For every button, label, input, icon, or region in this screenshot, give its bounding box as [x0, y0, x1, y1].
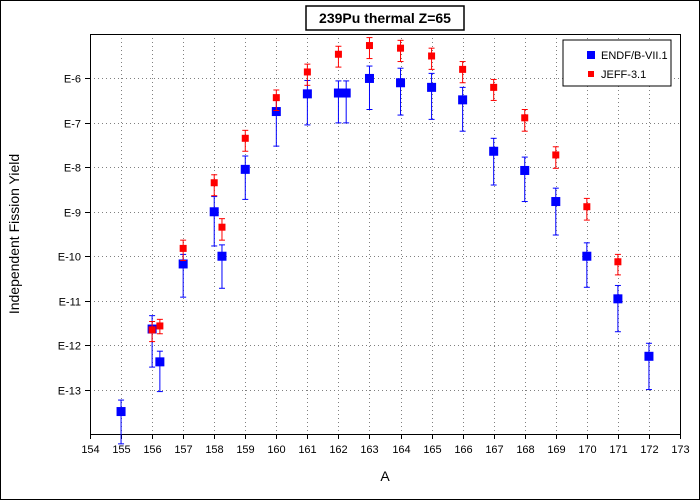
x-tick-label: 170	[578, 444, 596, 456]
legend-label-endf: ENDF/B-VII.1	[601, 50, 668, 62]
data-point	[428, 52, 436, 60]
x-tick-label: 173	[671, 444, 689, 456]
x-tick-label: 161	[298, 444, 316, 456]
x-tick-label: 155	[112, 444, 130, 456]
x-tick-label: 169	[547, 444, 565, 456]
data-point	[490, 83, 498, 91]
data-point	[396, 78, 406, 88]
y-tick-label: E-13	[58, 386, 81, 398]
data-point	[364, 73, 374, 83]
y-tick-label: E-7	[64, 119, 81, 131]
plot-area-border	[90, 34, 681, 435]
data-point	[217, 251, 227, 261]
data-point	[551, 197, 561, 207]
legend-box	[562, 39, 672, 87]
x-tick-label: 160	[267, 444, 285, 456]
data-point	[209, 207, 219, 217]
y-tick-label: E-9	[64, 208, 81, 220]
legend: ENDF/B-VII.1 JEFF-3.1	[562, 39, 672, 87]
data-point	[303, 68, 311, 76]
legend-marker-endf	[587, 51, 595, 59]
x-tick-label: 162	[329, 444, 347, 456]
x-tick-label: 167	[485, 444, 503, 456]
series-jeff	[148, 37, 622, 343]
data-point	[156, 322, 164, 330]
y-tick-label: E-10	[58, 252, 81, 264]
legend-label-jeff: JEFF-3.1	[601, 69, 646, 81]
data-series	[116, 37, 654, 445]
grid	[90, 34, 680, 434]
data-point	[552, 151, 560, 159]
x-tick-label: 158	[205, 444, 223, 456]
data-point	[116, 407, 126, 417]
data-point	[333, 88, 343, 98]
data-point	[302, 89, 312, 99]
chart-title-text: 239Pu thermal Z=65	[319, 10, 451, 26]
x-tick-label: 172	[640, 444, 658, 456]
data-point	[241, 134, 249, 142]
data-point	[179, 244, 187, 252]
title-box	[305, 5, 465, 31]
x-tick-label: 159	[236, 444, 254, 456]
data-point	[148, 326, 156, 334]
data-point	[210, 179, 218, 187]
data-point	[613, 294, 623, 304]
x-tick-label: 166	[454, 444, 472, 456]
data-point	[365, 42, 373, 50]
data-point	[427, 82, 437, 92]
data-point	[155, 357, 165, 367]
data-point	[272, 94, 280, 102]
data-point	[521, 114, 529, 122]
y-tick-label: E-6	[64, 74, 81, 86]
chart-title: 239Pu thermal Z=65	[305, 5, 465, 31]
data-point	[582, 251, 592, 261]
x-axis-label: A	[380, 468, 390, 484]
x-tick-label: 165	[423, 444, 441, 456]
y-tick-label: E-8	[64, 163, 81, 175]
data-point	[489, 146, 499, 156]
series-endf	[116, 65, 654, 445]
data-point	[271, 107, 281, 117]
x-tick-label: 163	[360, 444, 378, 456]
data-point	[341, 88, 351, 98]
y-tick-label: E-12	[58, 341, 81, 353]
x-tick-label: 156	[143, 444, 161, 456]
data-point	[644, 351, 654, 361]
legend-marker-jeff	[588, 71, 594, 77]
x-tick-label: 168	[516, 444, 534, 456]
data-point	[458, 95, 468, 105]
y-tick-label: E-11	[59, 297, 81, 309]
data-point	[614, 258, 622, 266]
data-point	[240, 164, 250, 174]
data-point	[178, 259, 188, 269]
data-point	[583, 203, 591, 211]
data-point	[520, 165, 530, 175]
data-point	[459, 65, 467, 73]
data-point	[397, 44, 405, 52]
x-tick-label: 171	[609, 444, 627, 456]
data-point	[334, 50, 342, 58]
data-point	[218, 223, 226, 231]
x-tick-label: 164	[392, 444, 410, 456]
x-tick-label: 154	[81, 444, 99, 456]
y-axis-label: Independent Fission Yield	[6, 154, 22, 314]
x-tick-label: 157	[174, 444, 192, 456]
axis-ticks: 154 155 156 157 158 159 160 161 162 163 164 165 166 1…	[58, 74, 690, 457]
